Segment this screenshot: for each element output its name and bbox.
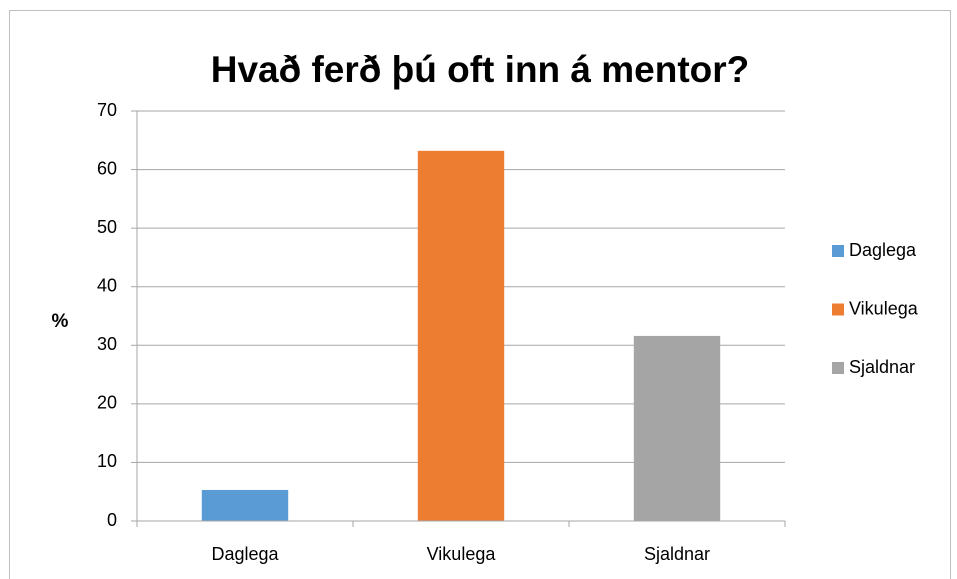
bar [417,150,505,522]
legend-swatch [832,362,844,374]
legend-swatch [832,245,844,257]
x-tick-label: Daglega [211,544,279,564]
legend-label: Daglega [849,240,917,260]
y-tick-label: 30 [97,334,117,354]
bar [633,335,721,521]
y-tick-label: 70 [97,100,117,120]
legend-label: Sjaldnar [849,357,915,377]
x-tick-label: Sjaldnar [644,544,710,564]
y-tick-label: 40 [97,275,117,295]
y-tick-label: 60 [97,158,117,178]
x-tick-label: Vikulega [427,544,497,564]
y-tick-label: 50 [97,217,117,237]
legend-label: Vikulega [849,298,919,318]
y-tick-label: 0 [107,510,117,530]
y-tick-label: 10 [97,451,117,471]
legend-swatch [832,303,844,316]
bar [201,489,289,521]
y-tick-label: 20 [97,393,117,413]
y-axis-label: % [52,311,69,332]
chart-title: Hvað ferð þú oft inn á mentor? [211,49,750,90]
